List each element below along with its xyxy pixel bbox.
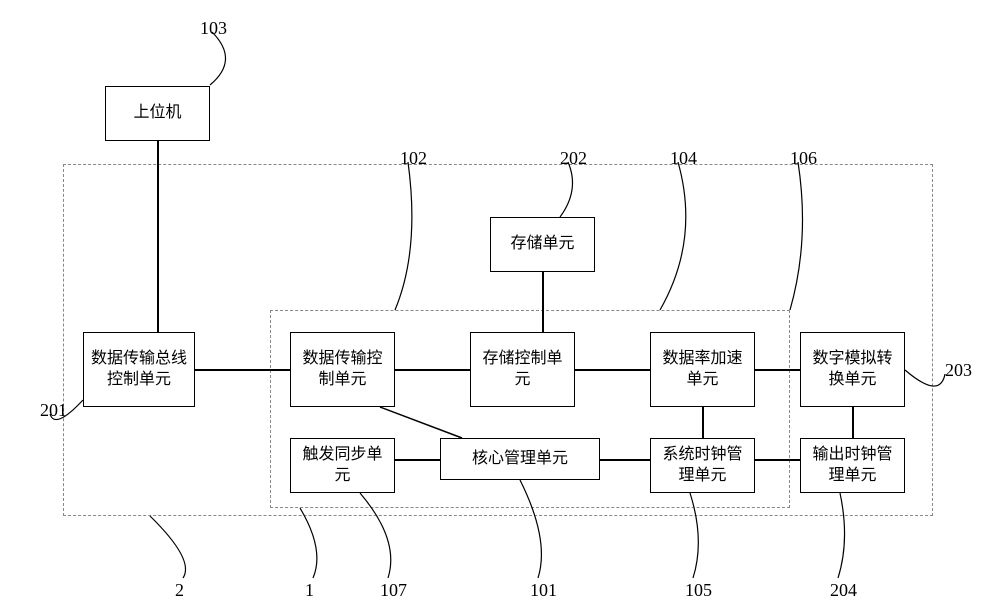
- node-transfer-control: 数据传输控制单元: [290, 332, 395, 407]
- ref-104: 104: [670, 148, 697, 169]
- node-trigger-sync: 触发同步单元: [290, 438, 395, 493]
- edge: [575, 369, 650, 371]
- edge: [542, 272, 544, 332]
- node-label: 核心管理单元: [472, 449, 568, 470]
- edge: [755, 459, 800, 461]
- node-label: 存储控制单元: [477, 349, 568, 391]
- ref-201: 201: [40, 400, 67, 421]
- ref-204: 204: [830, 580, 857, 601]
- leader-2: [150, 516, 186, 578]
- node-upper-computer: 上位机: [105, 86, 210, 141]
- edge: [702, 407, 704, 438]
- edge: [395, 459, 440, 461]
- ref-106: 106: [790, 148, 817, 169]
- edge: [157, 141, 159, 332]
- leader-103: [210, 32, 226, 85]
- ref-103: 103: [200, 18, 227, 39]
- node-bus-control: 数据传输总线控制单元: [83, 332, 195, 407]
- node-storage: 存储单元: [490, 217, 595, 272]
- node-label: 输出时钟管理单元: [807, 445, 898, 487]
- node-sys-clock: 系统时钟管理单元: [650, 438, 755, 493]
- edge: [600, 459, 650, 461]
- ref-107: 107: [380, 580, 407, 601]
- node-label: 数字模拟转换单元: [807, 349, 898, 391]
- leader-1: [300, 508, 317, 578]
- node-label: 系统时钟管理单元: [657, 445, 748, 487]
- node-label: 触发同步单元: [297, 445, 388, 487]
- node-data-rate-accel: 数据率加速单元: [650, 332, 755, 407]
- node-label: 数据率加速单元: [657, 349, 748, 391]
- ref-2: 2: [175, 580, 184, 601]
- node-dac: 数字模拟转换单元: [800, 332, 905, 407]
- node-label: 数据传输总线控制单元: [90, 349, 188, 391]
- ref-101: 101: [530, 580, 557, 601]
- ref-105: 105: [685, 580, 712, 601]
- node-storage-control: 存储控制单元: [470, 332, 575, 407]
- ref-1: 1: [305, 580, 314, 601]
- ref-203: 203: [945, 360, 972, 381]
- node-label: 存储单元: [510, 234, 574, 255]
- node-label: 上位机: [133, 103, 181, 124]
- ref-102: 102: [400, 148, 427, 169]
- edge: [195, 369, 290, 371]
- edge: [395, 369, 470, 371]
- edge: [852, 407, 854, 438]
- node-out-clock: 输出时钟管理单元: [800, 438, 905, 493]
- node-core-mgmt: 核心管理单元: [440, 438, 600, 480]
- edge: [755, 369, 800, 371]
- ref-202: 202: [560, 148, 587, 169]
- node-label: 数据传输控制单元: [297, 349, 388, 391]
